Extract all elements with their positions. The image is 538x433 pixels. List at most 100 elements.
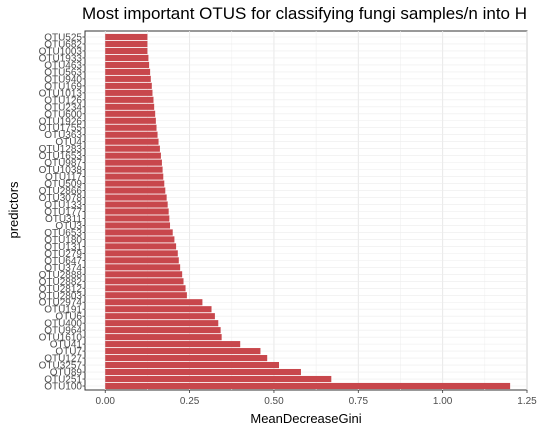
y-tick-label: OTU682 [44,39,82,50]
y-tick-label: OTU525 [44,32,82,43]
y-tick-label: OTU1003 [39,46,83,57]
y-tick-label: OTU647 [44,256,82,267]
y-tick-label: OTU234 [44,102,82,113]
y-tick-label: OTU251 [44,375,82,386]
y-tick-label: OTU2866 [39,186,83,197]
bar-otu2882 [105,278,184,285]
y-tick-label: OTU463 [44,60,82,71]
bar-otu964 [105,327,221,334]
bar-otu180 [105,236,175,243]
y-tick-label: OTU400 [44,319,82,330]
y-tick-label: OTU374 [44,263,82,274]
bar-otu117 [105,173,164,180]
y-tick-label: OTU3 [55,221,82,232]
bar-otu4 [105,138,159,145]
bar-otu1926 [105,117,156,124]
bar-otu234 [105,103,155,110]
y-tick-label: OTU100 [44,382,82,393]
x-tick-labels: 0.00 0.25 0.50 0.75 1.00 1.25 [96,390,537,407]
bar-otu1653 [105,152,161,159]
bar-otu169 [105,82,152,89]
bar-otu89 [105,368,301,376]
bar-otu100 [105,382,511,390]
bar-otu374 [105,264,181,271]
y-tick-label: OTU7 [55,347,82,358]
y-tick-label: OTU653 [44,228,82,239]
y-axis-label: predictors [6,181,21,239]
bar-otu647 [105,257,179,264]
y-tick-label: OTU126 [44,95,82,106]
bar-otu682 [105,40,148,48]
bar-otu7 [105,348,261,355]
y-tick-label: OTU987 [44,158,82,169]
y-tick-label: OTU1926 [39,116,83,127]
bar-otu133 [105,201,168,208]
bar-otu177 [105,208,169,215]
bar-otu400 [105,320,219,327]
y-tick-label: OTU4 [55,137,82,148]
bar-otu41 [105,341,241,348]
x-tick-label: 0.50 [264,396,284,407]
bar-otu6 [105,313,215,320]
y-tick-label: OTU940 [44,74,82,85]
x-tick-label: 1.25 [517,396,537,407]
y-tick-label: OTU509 [44,179,82,190]
y-tick-label: OTU1283 [39,144,83,155]
bar-otu653 [105,229,173,236]
bar-otu600 [105,110,156,117]
y-tick-label: OTU89 [50,368,83,379]
y-tick-label: OTU311 [45,214,82,225]
y-tick-label: OTU2803 [39,291,83,302]
y-tick-label: OTU2888 [39,270,83,281]
x-tick-label: 1.00 [433,396,453,407]
y-tick-label: OTU1013 [39,88,83,99]
bar-otu463 [105,61,150,68]
y-tick-label: OTU2974 [39,298,83,309]
bar-otu3 [105,222,171,229]
bar-otu3257 [105,361,280,369]
y-tick-label: OTU2882 [39,277,83,288]
y-tick-label: OTU191 [44,305,82,316]
y-tick-label: OTU2812 [39,284,83,295]
x-tick-label: 0.00 [96,396,116,407]
bar-otu987 [105,159,162,166]
x-axis-label: MeanDecreaseGini [250,411,361,426]
y-tick-label: OTU600 [44,109,82,120]
bar-otu1013 [105,89,153,96]
y-tick-label: OTU1038 [39,165,83,176]
bar-otu251 [105,375,332,383]
y-tick-label: OTU1610 [39,333,83,344]
y-tick-label: OTU41 [50,340,83,351]
y-tick-labels: OTU525OTU682OTU1003OTU1933OTU463OTU563OT… [39,32,85,393]
y-tick-label: OTU180 [44,235,82,246]
bar-otu2866 [105,187,166,194]
bar-otu2974 [105,299,203,306]
bar-otu2888 [105,271,183,278]
bars [105,33,511,390]
y-tick-label: OTU6 [55,312,82,323]
y-tick-label: OTU279 [44,249,82,260]
bar-otu363 [105,131,158,138]
chart-title: Most important OTUS for classifying fung… [82,4,527,23]
y-tick-label: OTU363 [44,130,82,141]
y-tick-label: OTU3078 [39,193,83,204]
bar-otu311 [105,215,170,222]
y-tick-label: OTU177 [44,207,82,218]
bar-otu509 [105,180,165,187]
bar-otu1003 [105,47,148,55]
bar-otu131 [105,243,177,250]
bar-otu1933 [105,54,149,62]
y-tick-label: OTU3257 [39,361,83,372]
bar-otu279 [105,250,178,257]
bar-otu940 [105,75,151,82]
bar-otu126 [105,96,154,103]
y-tick-label: OTU1755 [39,123,83,134]
bar-otu563 [105,68,151,75]
y-tick-label: OTU133 [44,200,82,211]
bar-otu1038 [105,166,163,173]
y-tick-label: OTU117 [45,172,82,183]
bar-otu2803 [105,292,187,299]
bar-otu191 [105,306,212,313]
bar-otu1755 [105,124,157,131]
